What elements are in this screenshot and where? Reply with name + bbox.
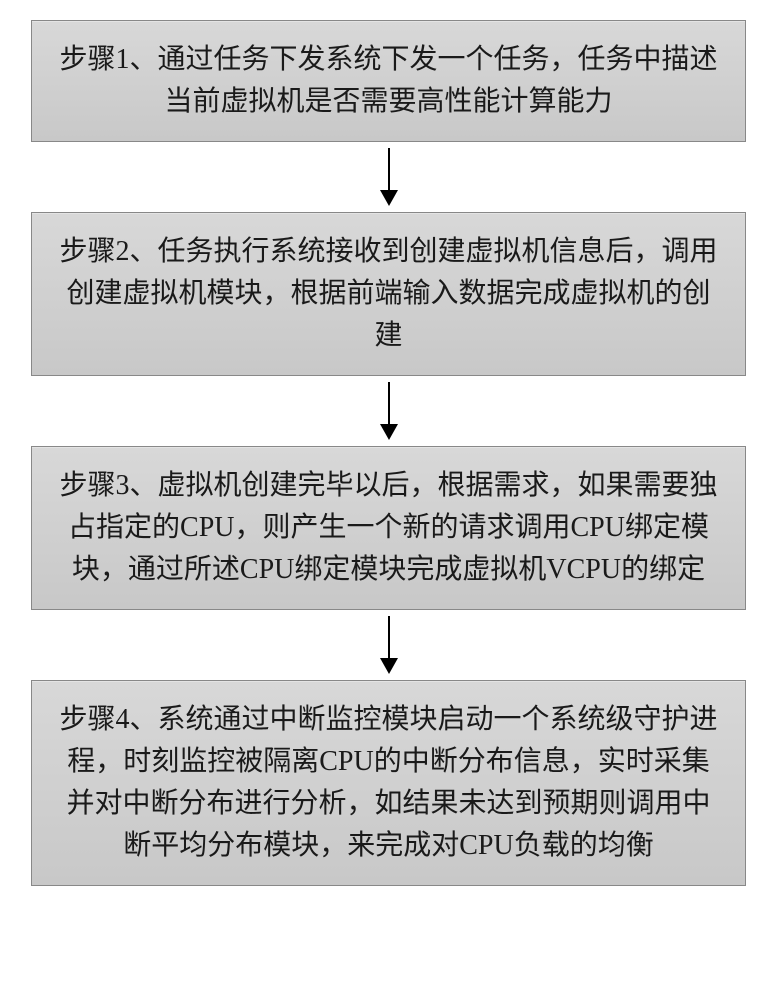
arrow-1: [380, 142, 398, 212]
step-text-1: 步骤1、通过任务下发系统下发一个任务，任务中描述当前虚拟机是否需要高性能计算能力: [56, 39, 721, 123]
arrow-line-icon: [388, 148, 390, 190]
arrow-3: [380, 610, 398, 680]
step-box-2: 步骤2、任务执行系统接收到创建虚拟机信息后，调用创建虚拟机模块，根据前端输入数据…: [31, 212, 746, 376]
step-text-4: 步骤4、系统通过中断监控模块启动一个系统级守护进程，时刻监控被隔离CPU的中断分…: [56, 699, 721, 867]
arrow-head-icon: [380, 658, 398, 674]
arrow-head-icon: [380, 190, 398, 206]
flowchart-container: 步骤1、通过任务下发系统下发一个任务，任务中描述当前虚拟机是否需要高性能计算能力…: [30, 20, 747, 886]
step-box-3: 步骤3、虚拟机创建完毕以后，根据需求，如果需要独占指定的CPU，则产生一个新的请…: [31, 446, 746, 610]
step-box-4: 步骤4、系统通过中断监控模块启动一个系统级守护进程，时刻监控被隔离CPU的中断分…: [31, 680, 746, 886]
arrow-head-icon: [380, 424, 398, 440]
step-box-1: 步骤1、通过任务下发系统下发一个任务，任务中描述当前虚拟机是否需要高性能计算能力: [31, 20, 746, 142]
step-text-2: 步骤2、任务执行系统接收到创建虚拟机信息后，调用创建虚拟机模块，根据前端输入数据…: [56, 231, 721, 357]
arrow-line-icon: [388, 382, 390, 424]
arrow-2: [380, 376, 398, 446]
arrow-line-icon: [388, 616, 390, 658]
step-text-3: 步骤3、虚拟机创建完毕以后，根据需求，如果需要独占指定的CPU，则产生一个新的请…: [56, 465, 721, 591]
